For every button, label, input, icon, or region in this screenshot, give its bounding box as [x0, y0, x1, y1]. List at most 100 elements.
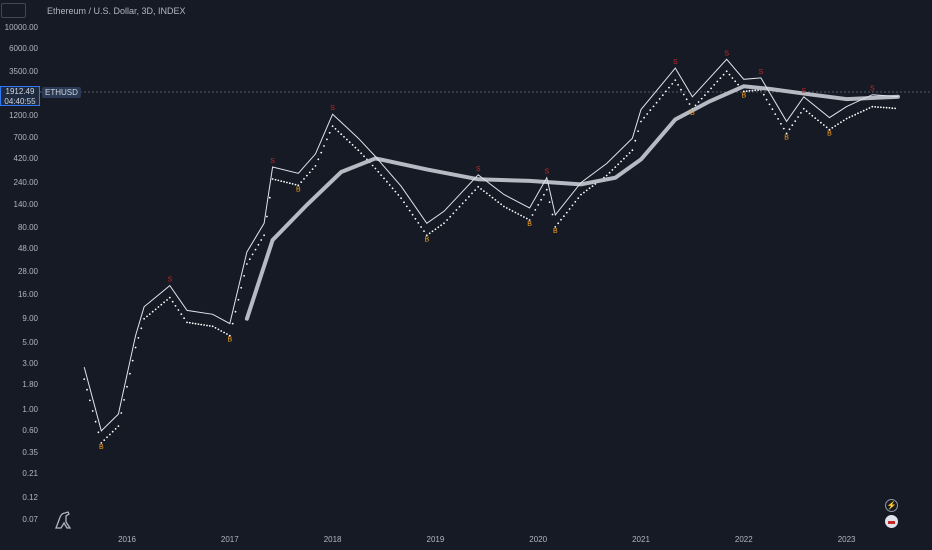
- trend-dot: [623, 157, 625, 160]
- buy-signal: B: [424, 236, 429, 243]
- trend-dot: [288, 182, 291, 185]
- trend-dot: [420, 226, 422, 228]
- trend-dot: [151, 310, 154, 313]
- trend-dot: [94, 420, 97, 423]
- trend-dot: [517, 213, 520, 215]
- trend-dot: [351, 144, 354, 146]
- trend-dot: [208, 325, 211, 327]
- trend-dot: [585, 189, 588, 192]
- trend-dot: [246, 263, 248, 265]
- sell-signal: S: [476, 166, 481, 173]
- trend-dot: [268, 196, 271, 199]
- trend-dot: [371, 164, 374, 167]
- flag-icon[interactable]: [885, 515, 898, 528]
- trend-dot: [137, 337, 140, 339]
- chart-title: Ethereum / U.S. Dollar, 3D, INDEX: [47, 6, 186, 16]
- y-tick-label: 0.21: [22, 469, 38, 479]
- x-tick-label: 2016: [118, 535, 136, 544]
- trend-dot: [266, 215, 268, 218]
- trend-dot: [320, 151, 323, 154]
- trend-dot: [762, 93, 765, 96]
- bar-countdown: 04:40:55: [4, 97, 36, 106]
- trend-dot: [140, 327, 143, 330]
- trend-dot: [828, 128, 831, 131]
- trend-dot: [497, 201, 500, 204]
- y-tick-label: 80.00: [17, 223, 38, 233]
- trend-dot: [411, 213, 414, 216]
- trend-dot: [254, 248, 257, 251]
- trend-dot: [845, 117, 848, 120]
- settings-box[interactable]: [1, 3, 26, 18]
- trend-dot: [514, 211, 517, 214]
- trend-dot: [331, 125, 334, 128]
- trend-dot: [452, 212, 455, 215]
- x-tick-label: 2021: [632, 535, 650, 544]
- trend-dot: [480, 188, 482, 190]
- trend-dot: [500, 203, 502, 206]
- trend-dot: [605, 174, 608, 177]
- trend-dot: [503, 205, 505, 208]
- trend-dot: [611, 169, 614, 171]
- trend-dot: [194, 322, 197, 325]
- trend-dot: [862, 109, 865, 112]
- trend-dot: [464, 199, 467, 202]
- trend-dot: [317, 158, 320, 161]
- trend-dot: [129, 372, 131, 375]
- trend-dot: [851, 115, 854, 117]
- trend-dot: [257, 243, 260, 246]
- trend-dot: [228, 334, 231, 337]
- trend-dot: [446, 219, 448, 221]
- trend-dot: [880, 106, 882, 109]
- trend-dot: [414, 217, 417, 220]
- trend-dot: [677, 84, 679, 86]
- trend-dot: [697, 101, 700, 103]
- trend-dot: [231, 322, 234, 325]
- trend-dot: [114, 428, 117, 430]
- trend-dot: [206, 324, 208, 327]
- trend-dot: [91, 410, 94, 412]
- trend-dot: [637, 130, 639, 133]
- trend-dot: [748, 89, 751, 92]
- trend-dot: [166, 299, 168, 301]
- trend-dot: [485, 192, 488, 195]
- trend-dot: [640, 120, 642, 123]
- y-tick-label: 0.12: [22, 492, 38, 502]
- trend-dot: [363, 155, 365, 158]
- y-tick-label: 140.00: [13, 199, 38, 209]
- trend-dot: [731, 77, 734, 79]
- buy-signal: B: [527, 221, 532, 228]
- trend-dot: [765, 98, 768, 101]
- trend-dot: [483, 190, 485, 193]
- trend-dot: [728, 73, 731, 76]
- trend-dot: [574, 200, 577, 203]
- trend-dot: [825, 126, 828, 129]
- trend-dot: [308, 171, 311, 174]
- trend-dot: [377, 170, 380, 173]
- trend-dot: [417, 222, 420, 224]
- sell-signal: S: [724, 50, 729, 57]
- x-tick-label: 2023: [837, 535, 856, 544]
- y-tick-label: 48.00: [17, 244, 38, 254]
- buy-signal: B: [827, 131, 832, 138]
- trend-dot: [665, 90, 667, 93]
- trend-dot: [277, 179, 280, 182]
- trend-dot: [97, 431, 100, 434]
- trend-dot: [157, 306, 160, 308]
- trend-dot: [634, 139, 637, 142]
- trend-dot: [143, 317, 146, 320]
- trend-dot: [274, 178, 277, 181]
- trend-dot: [540, 198, 542, 201]
- trend-dot: [608, 171, 611, 174]
- trend-dot: [588, 187, 591, 190]
- trend-dot: [357, 149, 360, 152]
- lightning-icon[interactable]: ⚡: [885, 499, 898, 512]
- trend-dot: [671, 83, 674, 85]
- trend-dot: [646, 113, 649, 115]
- buy-signal: B: [553, 228, 558, 235]
- trend-dot: [888, 107, 891, 109]
- trend-dot: [771, 108, 774, 111]
- trend-dot: [280, 180, 283, 183]
- trend-dot: [168, 296, 171, 299]
- trend-dot: [794, 120, 797, 122]
